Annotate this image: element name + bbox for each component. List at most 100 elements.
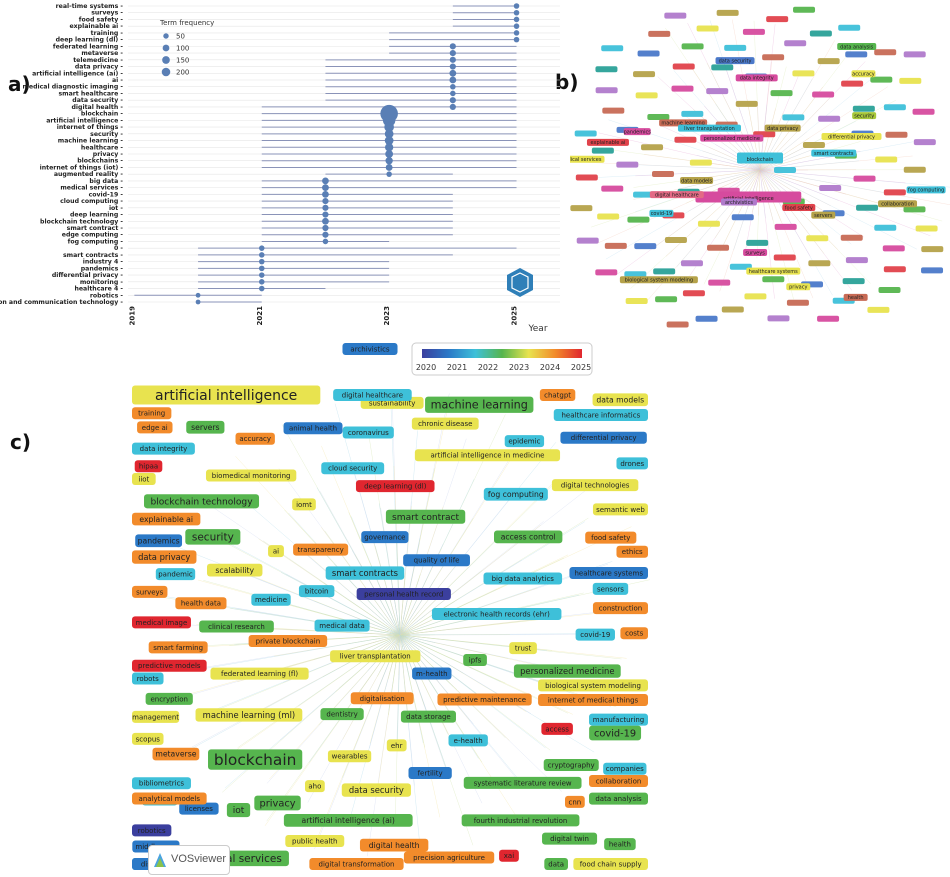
- keyword-node-small: [666, 321, 689, 328]
- keyword-node: digital healthcare: [333, 389, 412, 401]
- term-dot: [385, 150, 394, 158]
- keyword-node-label: food chain supply: [580, 860, 642, 868]
- x-tick-label: 2025: [511, 306, 519, 326]
- term-label: smart healthcare -: [58, 90, 123, 97]
- term-label: robotics -: [90, 292, 124, 299]
- keyword-node: healthcare systems: [746, 267, 801, 275]
- keyword-node-label: private blockchain: [256, 637, 321, 645]
- keyword-node: predictive models: [132, 659, 207, 672]
- keyword-node-small: [856, 204, 879, 211]
- keyword-node: medical data: [314, 619, 370, 632]
- keyword-node: cnn: [564, 795, 585, 808]
- keyword-node-label: personalized medicine: [704, 136, 760, 142]
- keyword-node-label: surveys: [745, 250, 765, 256]
- keyword-node-label: access control: [501, 533, 556, 542]
- keyword-node: health data: [175, 597, 227, 610]
- term-dot: [513, 3, 520, 9]
- legend-dot: [161, 67, 171, 77]
- keyword-node-small: [689, 159, 712, 166]
- network-edge: [759, 169, 814, 299]
- network-edge: [399, 611, 419, 636]
- keyword-node: xai: [499, 849, 519, 862]
- term-label: privacy -: [93, 151, 124, 158]
- keyword-node-small: [635, 92, 658, 99]
- overlay-color-scale: 2020 2021 2022 2023 2024 2025: [411, 342, 593, 376]
- network-edge: [656, 169, 761, 246]
- keyword-node-label: licenses: [185, 805, 213, 813]
- term-label: artificial intelligence -: [46, 117, 123, 124]
- keyword-node-small: [597, 213, 620, 220]
- legend-value: 100: [176, 45, 189, 53]
- keyword-node-small: [819, 185, 842, 192]
- term-label: pandemics -: [81, 265, 124, 272]
- keyword-node-small: [591, 147, 614, 154]
- keyword-node: medical services: [570, 155, 605, 163]
- term-dot: [385, 157, 393, 165]
- keyword-node-small: [838, 24, 861, 31]
- keyword-node-label: bibliometrics: [139, 780, 185, 788]
- keyword-node: data privacy: [132, 550, 197, 564]
- keyword-node-label: health: [848, 295, 864, 301]
- keyword-node-small: [634, 243, 657, 250]
- keyword-node: digitalisation: [350, 692, 414, 705]
- keyword-node: servers: [811, 211, 836, 219]
- keyword-node-label: digital healthcare: [655, 192, 699, 198]
- term-dot: [513, 30, 520, 36]
- keyword-node: food safety: [585, 531, 637, 544]
- keyword-node-small: [841, 80, 864, 87]
- keyword-node: deep learning (dl): [355, 480, 435, 493]
- keyword-node: e-health: [448, 734, 488, 747]
- keyword-node-label: quality of life: [414, 557, 460, 565]
- keyword-node: accuracy: [235, 432, 275, 445]
- keyword-node: data: [544, 858, 568, 870]
- keyword-node-label: training: [138, 410, 165, 418]
- keyword-node-small: [867, 306, 890, 313]
- keyword-node-small: [653, 268, 676, 275]
- keyword-node-label: construction: [599, 605, 643, 613]
- term-dot: [258, 245, 265, 251]
- keyword-node-small: [697, 220, 720, 227]
- keyword-node-small: [655, 296, 678, 303]
- keyword-node-small: [724, 44, 747, 51]
- keyword-node-small: [731, 214, 754, 221]
- keyword-node-small: [681, 43, 704, 50]
- keyword-node: personal health record: [356, 588, 451, 601]
- keyword-node-label: e-health: [454, 737, 483, 745]
- term-dot: [449, 103, 456, 111]
- network-edge: [676, 169, 761, 267]
- keyword-node: data models: [592, 393, 648, 407]
- keyword-node: analytical models: [132, 792, 207, 805]
- panel-label-c: c): [10, 430, 31, 454]
- keyword-node-label: privacy: [789, 285, 807, 291]
- term-label: healthcare 4 -: [74, 286, 123, 293]
- keyword-node-small: [817, 315, 840, 322]
- keyword-node-label: medical services: [570, 157, 602, 163]
- term-label: blockchain technology -: [40, 218, 123, 225]
- keyword-node: encryption: [145, 692, 193, 705]
- network-edge: [753, 20, 761, 171]
- keyword-node: differential privacy: [821, 133, 882, 140]
- keyword-node: scopus: [132, 732, 164, 745]
- keyword-node-small: [633, 71, 656, 78]
- term-label: training -: [91, 30, 124, 37]
- term-label: fog computing -: [68, 238, 124, 245]
- keyword-node-label: collaboration: [596, 777, 642, 785]
- network-edge: [314, 634, 401, 850]
- keyword-node: privacy: [786, 283, 811, 291]
- keyword-node-small: [806, 235, 829, 242]
- term-dot: [322, 190, 329, 198]
- keyword-node-label: artificial intelligence in medicine: [430, 452, 544, 460]
- keyword-node-small: [601, 45, 624, 52]
- keyword-node-label: biological system modeling: [545, 682, 641, 690]
- legend-title: Term frequency: [159, 19, 214, 27]
- keyword-node: hipaa: [134, 460, 163, 473]
- keyword-node-label: aho: [308, 783, 321, 791]
- keyword-node-small: [627, 216, 650, 223]
- keyword-node-label: healthcare informatics: [562, 411, 641, 419]
- keyword-node: access control: [494, 530, 563, 544]
- term-dot: [513, 36, 520, 43]
- keyword-node-label: archivistics: [725, 200, 753, 206]
- network-edge: [759, 169, 823, 211]
- term-label: cloud computing -: [60, 198, 123, 205]
- network-edge: [280, 572, 401, 636]
